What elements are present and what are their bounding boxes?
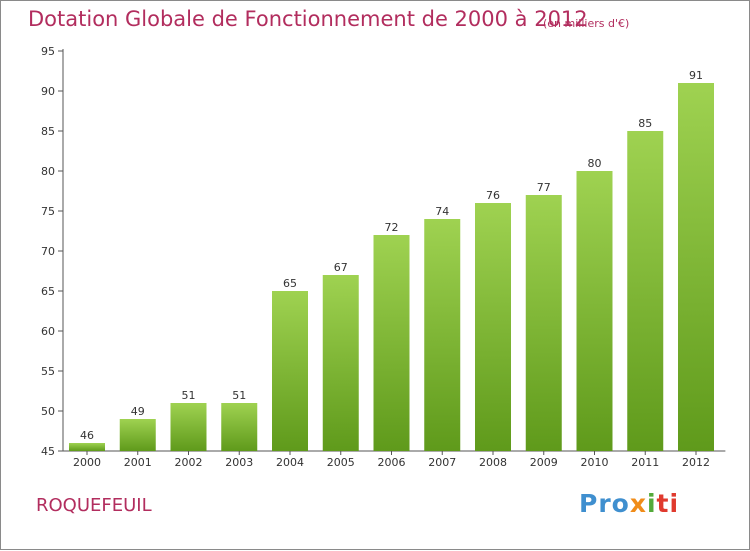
x-tick-label: 2007 bbox=[428, 456, 456, 469]
bar-value-label: 74 bbox=[435, 205, 449, 218]
logo-part-1: Pro bbox=[579, 489, 630, 518]
bar bbox=[627, 131, 664, 451]
y-tick-label: 70 bbox=[41, 245, 55, 258]
x-tick-label: 2006 bbox=[378, 456, 406, 469]
bar bbox=[170, 403, 207, 451]
x-tick-label: 2008 bbox=[479, 456, 507, 469]
x-tick-label: 2000 bbox=[73, 456, 101, 469]
y-tick-label: 80 bbox=[41, 165, 55, 178]
y-tick-label: 75 bbox=[41, 205, 55, 218]
x-tick-label: 2002 bbox=[175, 456, 203, 469]
bar bbox=[119, 419, 156, 451]
bar bbox=[576, 171, 613, 451]
x-tick-label: 2012 bbox=[682, 456, 710, 469]
bar-value-label: 67 bbox=[334, 261, 348, 274]
x-tick-label: 2010 bbox=[581, 456, 609, 469]
bar bbox=[373, 235, 410, 451]
y-tick-label: 95 bbox=[41, 45, 55, 58]
y-tick-label: 60 bbox=[41, 325, 55, 338]
logo-part-2: x bbox=[629, 489, 647, 518]
y-tick-label: 65 bbox=[41, 285, 55, 298]
bar-value-label: 85 bbox=[638, 117, 652, 130]
chart-title: Dotation Globale de Fonctionnement de 20… bbox=[28, 7, 588, 31]
bar-value-label: 77 bbox=[537, 181, 551, 194]
x-tick-label: 2001 bbox=[124, 456, 152, 469]
bar bbox=[475, 203, 511, 451]
logo-part-4: ti bbox=[656, 489, 680, 518]
bar bbox=[69, 443, 105, 451]
x-tick-label: 2004 bbox=[276, 456, 304, 469]
bar-value-label: 51 bbox=[232, 389, 246, 402]
y-tick-label: 45 bbox=[41, 445, 55, 458]
bar bbox=[272, 291, 308, 451]
town-name: ROQUEFEUIL bbox=[36, 495, 152, 516]
bar-value-label: 76 bbox=[486, 189, 500, 202]
bar-value-label: 46 bbox=[80, 429, 94, 442]
bar-value-label: 80 bbox=[588, 157, 602, 170]
proxiti-logo: Proxiti bbox=[579, 489, 679, 518]
bar bbox=[678, 83, 714, 451]
x-tick-label: 2003 bbox=[225, 456, 253, 469]
chart-subtitle: (en milliers d'€) bbox=[543, 17, 630, 30]
bar-value-label: 51 bbox=[182, 389, 196, 402]
y-tick-label: 55 bbox=[41, 365, 55, 378]
logo-part-3: i bbox=[646, 489, 657, 518]
bar bbox=[525, 195, 562, 451]
x-tick-label: 2005 bbox=[327, 456, 355, 469]
x-tick-label: 2009 bbox=[530, 456, 558, 469]
bar bbox=[322, 275, 359, 451]
bar-value-label: 91 bbox=[689, 69, 703, 82]
bar-value-label: 49 bbox=[131, 405, 145, 418]
bar-value-label: 72 bbox=[385, 221, 399, 234]
y-tick-label: 85 bbox=[41, 125, 55, 138]
bar bbox=[221, 403, 258, 451]
bar-value-label: 65 bbox=[283, 277, 297, 290]
x-tick-label: 2011 bbox=[631, 456, 659, 469]
y-tick-label: 90 bbox=[41, 85, 55, 98]
bar bbox=[424, 219, 461, 451]
y-tick-label: 50 bbox=[41, 405, 55, 418]
